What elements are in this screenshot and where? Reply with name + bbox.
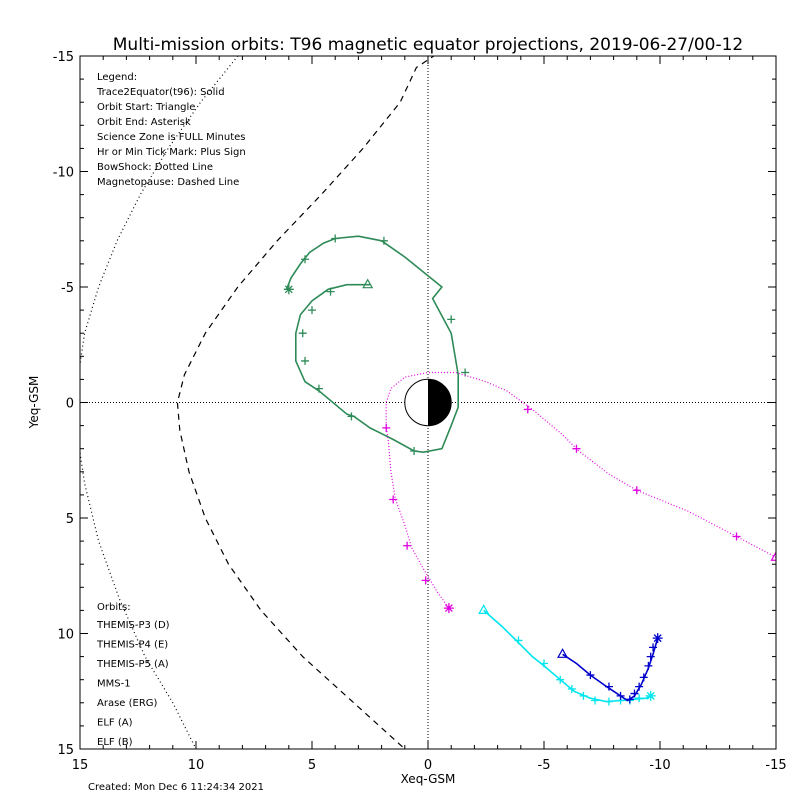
- tick-mark-0-4: [314, 384, 323, 393]
- tick-mark-3-7: [644, 661, 653, 670]
- orbit-end-asterisk-3: [652, 633, 663, 644]
- x-tick-label: 15: [72, 758, 89, 773]
- orbit-label: THEMIS-P4 (E): [96, 640, 168, 651]
- legend-line: Trace2Equator(t96): Solid: [96, 87, 225, 98]
- tick-mark-3-9: [649, 643, 658, 652]
- created-timestamp: Created: Mon Dec 6 11:24:34 2021: [88, 782, 264, 793]
- orbit-end-asterisk-0: [283, 284, 294, 295]
- legend-line: Magnetopause: Dashed Line: [97, 177, 239, 188]
- orbit-end-asterisk-1: [443, 603, 454, 614]
- tick-mark-2-3: [567, 684, 576, 693]
- tick-mark-0-1: [308, 306, 316, 315]
- tick-mark-3-1: [604, 682, 613, 691]
- tick-mark-1-1: [632, 486, 641, 495]
- legend-line: Legend:: [97, 72, 137, 83]
- chart-title: Multi-mission orbits: T96 magnetic equat…: [113, 35, 744, 55]
- y-tick-label: 5: [66, 512, 74, 527]
- series-3: [557, 633, 663, 704]
- y-tick-label: -10: [53, 166, 74, 181]
- orbit-start-triangle-3: [557, 648, 569, 658]
- tick-mark-1-6: [403, 541, 412, 550]
- legend-line: Science Zone is FULL Minutes: [97, 132, 246, 143]
- legend-line: Hr or Min Tick Mark: Plus Sign: [97, 147, 246, 158]
- x-axis-ticks: 15 10 5 0 -5 -10 -15: [72, 56, 787, 773]
- orbit-labels: Orbits: THEMIS-P3 (D) THEMIS-P4 (E) THEMIS…: [96, 602, 170, 748]
- tick-mark-2-5: [591, 696, 600, 705]
- tick-mark-0-0: [326, 287, 335, 296]
- orbit-label: ELF (B): [97, 737, 133, 748]
- tick-mark-2-0: [514, 636, 523, 645]
- y-tick-label: -15: [53, 50, 74, 65]
- legend-line: Orbit End: Asterisk: [97, 117, 191, 128]
- tick-mark-0-2: [298, 329, 307, 338]
- tick-mark-0-8: [447, 315, 456, 324]
- tick-mark-2-2: [556, 675, 565, 684]
- y-tick-label: 0: [66, 397, 74, 412]
- tick-mark-0-6: [410, 447, 419, 456]
- x-tick-label: 5: [308, 758, 316, 773]
- series-layer: [283, 234, 776, 706]
- orbit-label: Arase (ERG): [97, 698, 158, 709]
- legend-line: BowShock: Dotted Line: [97, 162, 213, 173]
- series-0: [283, 234, 470, 456]
- orbit-start-triangle-0: [362, 278, 374, 289]
- tick-mark-1-7: [421, 576, 430, 585]
- earth-icon: [404, 378, 452, 427]
- boundaries-layer: [80, 56, 435, 749]
- tick-mark-3-8: [646, 652, 655, 661]
- earth-night-side: [428, 379, 452, 426]
- series-line-1: [385, 371, 776, 609]
- magnetopause-line: [176, 56, 435, 749]
- tick-mark-1-2: [572, 444, 581, 453]
- tick-mark-0-9: [379, 236, 388, 245]
- tick-mark-1-0: [732, 532, 741, 541]
- x-tick-label: -10: [649, 758, 670, 773]
- legend-line: Orbit Start: Triangle: [97, 102, 195, 113]
- x-tick-label: -5: [538, 758, 551, 773]
- y-tick-label: 10: [57, 628, 74, 643]
- series-line-3: [562, 637, 659, 702]
- orbit-start-triangle-1: [770, 551, 776, 561]
- x-axis-label: Xeq-GSM: [401, 772, 456, 786]
- y-tick-label: -5: [61, 281, 74, 296]
- y-axis-ticks: -15 -10 -5 0 5 10 15: [53, 50, 776, 758]
- legend-text: Legend: Trace2Equator(t96): Solid Orbit St…: [96, 72, 246, 188]
- y-axis-label: Yeq-GSM: [27, 376, 41, 430]
- tick-mark-2-9: [635, 694, 644, 703]
- x-tick-label: 10: [188, 758, 205, 773]
- tick-mark-3-5: [635, 682, 644, 691]
- y-tick-label: 15: [57, 743, 74, 758]
- x-tick-label: 0: [424, 758, 432, 773]
- series-1: [382, 371, 776, 614]
- tick-mark-2-4: [579, 691, 588, 700]
- tick-mark-1-3: [523, 405, 532, 414]
- tick-mark-0-3: [301, 356, 310, 365]
- tick-mark-3-4: [630, 689, 639, 698]
- orbit-start-triangle-2: [478, 604, 490, 614]
- orbit-label: THEMIS-P5 (A): [96, 659, 169, 670]
- x-tick-label: -15: [765, 758, 786, 773]
- tick-mark-0-10: [331, 234, 340, 243]
- orbits-heading: Orbits:: [97, 602, 131, 613]
- orbit-label: MMS-1: [97, 679, 131, 690]
- tick-mark-2-6: [604, 697, 613, 706]
- tick-mark-2-1: [540, 659, 548, 668]
- tick-mark-3-2: [616, 691, 625, 700]
- orbit-label: THEMIS-P3 (D): [96, 620, 170, 631]
- tick-mark-1-4: [382, 423, 391, 432]
- tick-mark-1-5: [389, 495, 398, 504]
- tick-mark-3-0: [586, 671, 595, 680]
- orbit-label: ELF (A): [97, 718, 133, 729]
- orbit-end-asterisk-2: [645, 690, 656, 701]
- tick-mark-0-11: [301, 255, 310, 264]
- tick-mark-3-6: [639, 673, 648, 682]
- tick-mark-0-5: [347, 412, 356, 421]
- tick-mark-3-3: [625, 695, 634, 704]
